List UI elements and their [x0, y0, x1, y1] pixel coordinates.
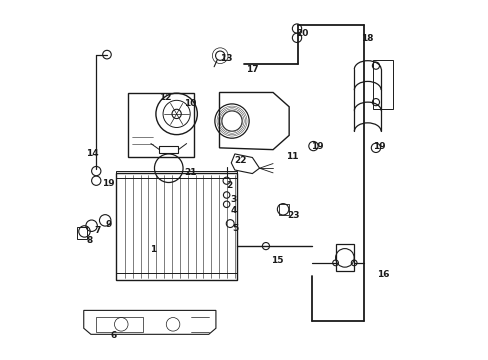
Text: 13: 13 — [220, 54, 232, 63]
Text: 9: 9 — [105, 220, 111, 229]
Text: 19: 19 — [102, 179, 114, 188]
Text: 11: 11 — [285, 152, 298, 161]
Text: 17: 17 — [246, 65, 258, 74]
Text: 14: 14 — [85, 149, 98, 158]
Text: 21: 21 — [183, 168, 196, 177]
Text: 2: 2 — [226, 181, 232, 190]
Bar — [116, 171, 237, 178]
Text: 23: 23 — [287, 211, 299, 220]
Text: 4: 4 — [230, 206, 236, 215]
Text: 1: 1 — [149, 245, 156, 254]
Text: 10: 10 — [183, 99, 196, 108]
Bar — [96, 317, 142, 332]
Text: 8: 8 — [86, 236, 93, 245]
Text: 22: 22 — [234, 156, 246, 165]
Text: 7: 7 — [94, 225, 101, 234]
Text: 6: 6 — [110, 331, 117, 340]
Text: 20: 20 — [296, 29, 308, 38]
Bar — [77, 227, 86, 239]
Text: 18: 18 — [360, 35, 372, 44]
Text: 15: 15 — [271, 256, 283, 265]
Text: 3: 3 — [230, 195, 236, 204]
Text: 16: 16 — [376, 270, 388, 279]
Text: 12: 12 — [159, 93, 171, 102]
Text: 19: 19 — [372, 141, 385, 150]
Bar — [128, 93, 194, 157]
Bar — [116, 173, 237, 280]
Text: 19: 19 — [310, 141, 323, 150]
Bar — [279, 203, 288, 215]
Bar — [116, 273, 237, 280]
Bar — [335, 244, 353, 271]
Bar — [372, 60, 392, 109]
Text: 5: 5 — [231, 224, 238, 233]
